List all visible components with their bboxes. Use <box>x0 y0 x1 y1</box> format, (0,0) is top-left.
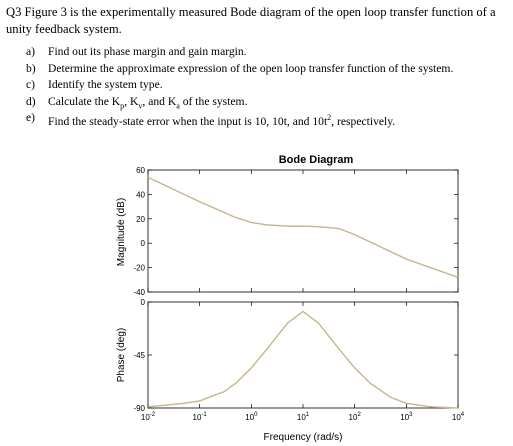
frequency-x-ticks: 10-2 10-1 100 101 102 103 104 <box>141 170 465 422</box>
magnitude-tick-label: -40 <box>133 288 145 297</box>
magnitude-axis-label: Magnitude (dB) <box>116 198 127 266</box>
magnitude-tick-label: -20 <box>133 264 145 273</box>
question-line-2: unity feedback system. <box>6 22 122 36</box>
item-text: Find out its phase margin and gain margi… <box>48 45 247 58</box>
item-letter: e) <box>26 111 36 124</box>
item-text: Calculate the Kp, Kv, and Ka of the syst… <box>48 94 248 110</box>
question-text: Q3 Figure 3 is the experimentally measur… <box>6 4 509 128</box>
item-letter: b) <box>26 61 36 75</box>
frequency-tick-label: 104 <box>452 412 465 422</box>
frequency-axis-label: Frequency (rad/s) <box>264 432 343 443</box>
phase-tick-label: 0 <box>141 298 146 307</box>
magnitude-tick-label: 40 <box>136 190 145 199</box>
chart-title: Bode Diagram <box>279 154 354 166</box>
magnitude-tick-label: 20 <box>136 215 145 224</box>
item-letter: d) <box>26 94 36 108</box>
item-text: Identify the system type. <box>48 78 163 91</box>
frequency-tick-label: 101 <box>297 412 310 422</box>
item-letter: a) <box>26 45 36 58</box>
frequency-tick-label: 100 <box>245 412 258 422</box>
frequency-tick-label: 103 <box>400 412 413 422</box>
phase-plot-frame <box>147 301 459 409</box>
phase-axis-label: Phase (deg) <box>116 328 127 382</box>
frequency-tick-label: 10-1 <box>193 412 208 422</box>
frequency-tick-label: 102 <box>349 412 362 422</box>
phase-tick-label: -90 <box>133 404 145 413</box>
item-letter: c) <box>26 78 36 91</box>
magnitude-y-ticks: 60 40 20 0 -20 -40 <box>133 166 458 297</box>
question-items: a) Find out its phase margin and gain ma… <box>6 44 509 128</box>
frequency-tick-label: 10-2 <box>141 412 156 422</box>
magnitude-series-line <box>147 176 459 279</box>
item-text: Find the steady-state error when the inp… <box>48 113 396 128</box>
phase-series-line <box>147 310 459 409</box>
magnitude-plot-frame <box>147 169 459 293</box>
magnitude-tick-label: 60 <box>136 166 145 175</box>
item-text: Determine the approximate expression of … <box>48 61 454 75</box>
question-line-1: Q3 Figure 3 is the experimentally measur… <box>6 5 496 19</box>
magnitude-tick-label: 0 <box>141 239 146 248</box>
phase-y-ticks: 0 -45 -90 <box>133 298 458 413</box>
phase-tick-label: -45 <box>133 351 145 360</box>
